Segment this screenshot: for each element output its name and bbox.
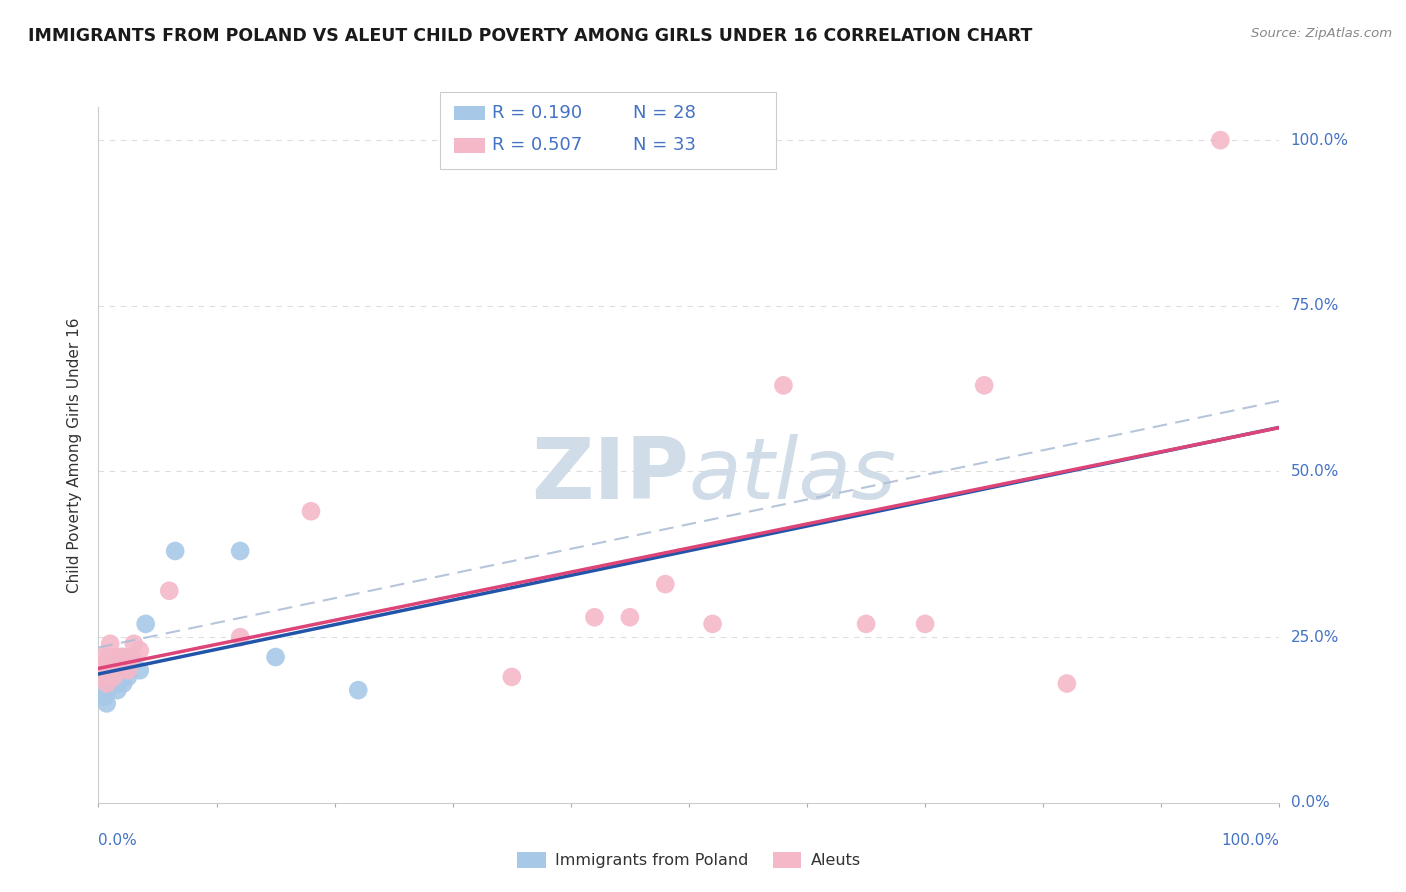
Point — [105, 650, 128, 665]
Y-axis label: Child Poverty Among Girls Under 16: Child Poverty Among Girls Under 16 — [67, 318, 83, 592]
Point — [111, 650, 134, 665]
Point — [1209, 133, 1232, 147]
Text: 75.0%: 75.0% — [1291, 298, 1339, 313]
Point — [112, 676, 135, 690]
Text: R = 0.190: R = 0.190 — [492, 104, 582, 122]
Text: 50.0%: 50.0% — [1291, 464, 1339, 479]
Point — [112, 650, 135, 665]
Point — [103, 663, 125, 677]
Text: 25.0%: 25.0% — [1291, 630, 1339, 645]
Text: Source: ZipAtlas.com: Source: ZipAtlas.com — [1251, 27, 1392, 40]
Point — [98, 663, 121, 677]
Point — [90, 663, 112, 677]
Point — [299, 504, 322, 518]
Point — [96, 697, 118, 711]
Point — [347, 683, 370, 698]
Text: ZIP: ZIP — [531, 434, 689, 517]
Point — [101, 670, 124, 684]
Point — [772, 378, 794, 392]
Point — [98, 676, 121, 690]
Text: IMMIGRANTS FROM POLAND VS ALEUT CHILD POVERTY AMONG GIRLS UNDER 16 CORRELATION C: IMMIGRANTS FROM POLAND VS ALEUT CHILD PO… — [28, 27, 1032, 45]
Point — [103, 670, 125, 684]
Text: 0.0%: 0.0% — [98, 833, 138, 848]
Point — [91, 676, 114, 690]
Point — [100, 657, 122, 671]
Point — [101, 657, 124, 671]
Point — [121, 650, 143, 665]
Point — [105, 683, 128, 698]
Point — [973, 378, 995, 392]
Text: 100.0%: 100.0% — [1291, 133, 1348, 148]
Point — [111, 663, 134, 677]
Point — [1056, 676, 1078, 690]
Point — [93, 670, 115, 684]
Point — [128, 643, 150, 657]
Point — [583, 610, 606, 624]
Point — [264, 650, 287, 665]
Point — [97, 683, 120, 698]
Point — [229, 544, 252, 558]
Point — [93, 663, 115, 677]
Point — [128, 663, 150, 677]
Text: atlas: atlas — [689, 434, 897, 517]
Point — [107, 657, 129, 671]
Point — [94, 657, 117, 671]
Point — [157, 583, 180, 598]
Point — [108, 670, 131, 684]
Point — [98, 637, 121, 651]
Point — [501, 670, 523, 684]
Point — [135, 616, 157, 631]
Point — [98, 650, 121, 665]
Point — [229, 630, 252, 644]
Point — [855, 616, 877, 631]
Point — [914, 616, 936, 631]
Text: 0.0%: 0.0% — [1291, 796, 1329, 810]
Point — [122, 637, 145, 651]
Point — [96, 676, 118, 690]
Point — [117, 663, 139, 677]
Point — [94, 670, 117, 684]
Text: N = 33: N = 33 — [633, 136, 696, 154]
Point — [165, 544, 187, 558]
Point — [93, 690, 115, 704]
Point — [121, 650, 143, 665]
Text: 100.0%: 100.0% — [1222, 833, 1279, 848]
Point — [90, 670, 112, 684]
Legend: Immigrants from Poland, Aleuts: Immigrants from Poland, Aleuts — [510, 846, 868, 875]
Point — [91, 683, 114, 698]
Point — [117, 670, 139, 684]
Point — [702, 616, 724, 631]
Point — [108, 663, 131, 677]
Point — [97, 663, 120, 677]
Point — [112, 657, 135, 671]
Text: R = 0.507: R = 0.507 — [492, 136, 582, 154]
Point — [654, 577, 676, 591]
Point — [110, 650, 132, 665]
Point — [619, 610, 641, 624]
Point — [91, 650, 114, 665]
Point — [105, 676, 128, 690]
Text: N = 28: N = 28 — [633, 104, 696, 122]
